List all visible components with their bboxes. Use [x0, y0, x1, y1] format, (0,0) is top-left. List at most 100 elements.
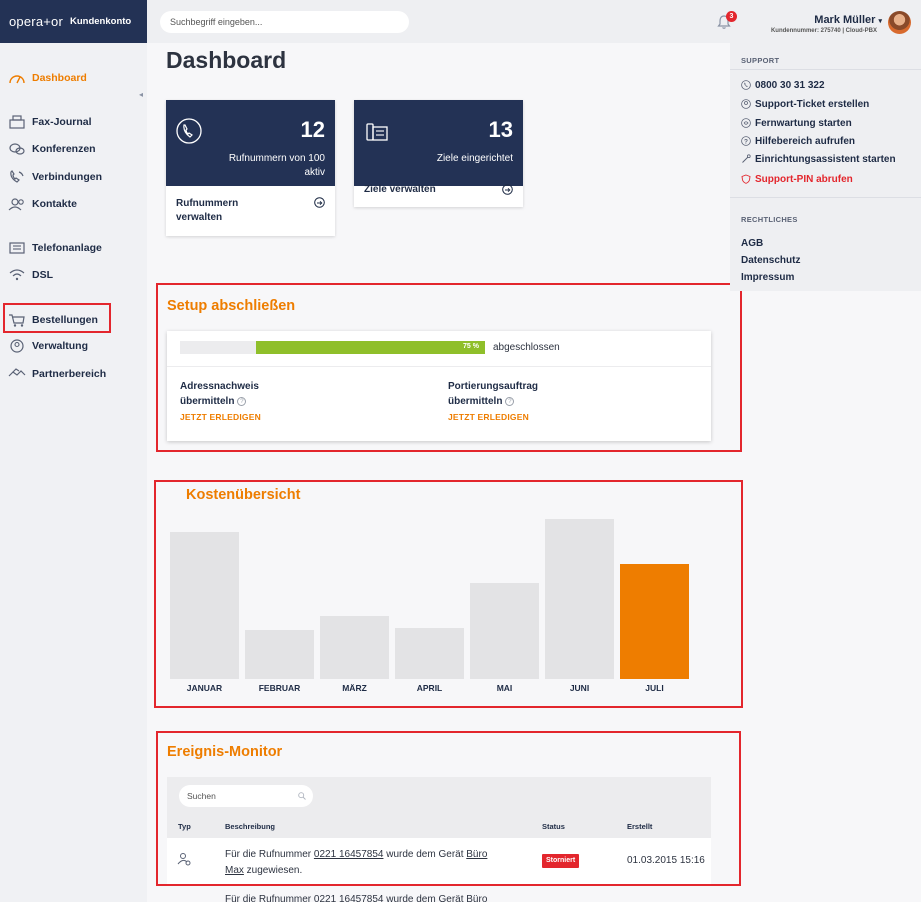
phone-system-icon: [9, 242, 25, 254]
chart-bar-april[interactable]: [395, 628, 464, 679]
setup-wizard-link[interactable]: Einrichtungsassistent starten: [741, 152, 896, 166]
sidebar-item-kontakte[interactable]: Kontakte: [8, 194, 77, 214]
cart-icon: [9, 314, 25, 327]
sidebar-item-konferenzen[interactable]: Konferenzen: [8, 139, 96, 159]
sidebar-item-label: Fax-Journal: [32, 116, 92, 128]
phone-calls-icon: [10, 170, 24, 183]
device-link[interactable]: Max: [225, 865, 244, 876]
support-heading: SUPPORT: [741, 56, 780, 65]
support-hotline[interactable]: 0800 30 31 322: [741, 78, 825, 92]
remote-maintenance-link[interactable]: Fernwartung starten: [741, 116, 852, 130]
stat-card-targets: 13 Ziele eingerichtet Ziele verwalten: [354, 100, 523, 207]
brand-subtitle: Kundenkonto: [70, 16, 132, 27]
column-header-created[interactable]: Erstellt: [627, 822, 653, 831]
desc-text: zugewiesen.: [243, 865, 303, 876]
table-row[interactable]: Für die Rufnummer 0221 16457854 wurde de…: [167, 888, 711, 902]
stat-number: 13: [488, 117, 513, 142]
chart-bar-märz[interactable]: [320, 616, 389, 679]
column-header-type[interactable]: Typ: [178, 822, 191, 831]
legal-link-agb[interactable]: AGB: [741, 238, 764, 249]
manage-numbers-link[interactable]: Rufnummern verwalten: [166, 186, 335, 236]
phone-number-link[interactable]: 0221 16457854: [313, 849, 384, 860]
sidebar-item-label: Dashboard: [32, 72, 87, 84]
task-line2: übermitteln: [180, 396, 235, 407]
support-pin-link[interactable]: Support-PIN abrufen: [741, 172, 853, 186]
stat-number: 12: [300, 117, 325, 142]
contacts-icon: [8, 198, 24, 211]
highlight-box-bestellungen: [3, 303, 111, 333]
action-line1: Rufnummern: [176, 198, 239, 209]
task-address-proof: Adressnachweis übermitteln?: [180, 379, 259, 409]
sidebar-item-bestellungen[interactable]: Bestellungen: [8, 310, 98, 330]
collapse-sidebar-icon[interactable]: ◂: [139, 90, 144, 99]
event-date: 01.03.2015 15:16: [627, 855, 705, 866]
sidebar-item-partnerbereich[interactable]: Partnerbereich: [8, 364, 106, 384]
support-item-label: 0800 30 31 322: [755, 79, 825, 91]
global-search-input[interactable]: [160, 11, 409, 33]
sidebar-item-telefonanlage[interactable]: Telefonanlage: [8, 238, 102, 258]
brand[interactable]: opera+or Kundenkonto: [0, 0, 147, 43]
legal-link-privacy[interactable]: Datenschutz: [741, 255, 801, 266]
notification-badge: 3: [726, 11, 737, 22]
help-icon[interactable]: ?: [237, 396, 247, 406]
sidebar-item-fax-journal[interactable]: Fax-Journal: [8, 112, 92, 132]
task-address-proof-action[interactable]: JETZT ERLEDIGEN: [180, 412, 261, 422]
task-line1: Portierungsauftrag: [448, 381, 539, 392]
column-header-description[interactable]: Beschreibung: [225, 822, 276, 831]
chart-tick-label: JANUAR: [186, 683, 223, 693]
divider: [167, 366, 711, 367]
setup-title: Setup abschließen: [167, 298, 296, 314]
manage-targets-link[interactable]: Ziele verwalten: [354, 184, 523, 207]
setup-progress-fill: 75 %: [256, 341, 485, 354]
progress-percent: 75 %: [463, 343, 479, 350]
column-header-status[interactable]: Status: [542, 822, 565, 831]
user-name[interactable]: Mark Müller ▾: [814, 14, 882, 26]
support-panel: SUPPORT 0800 30 31 322 Support-Ticket er…: [730, 43, 921, 291]
task-line2: übermitteln: [448, 396, 503, 407]
progress-text: abgeschlossen: [493, 342, 560, 353]
chart-bar-januar[interactable]: [170, 532, 239, 679]
chart-bar-mai[interactable]: [470, 583, 539, 679]
task-porting-order-action[interactable]: JETZT ERLEDIGEN: [448, 412, 529, 422]
action-line2: verwalten: [176, 212, 223, 223]
costs-title: Kostenübersicht: [186, 487, 301, 503]
sidebar-item-label: Verbindungen: [32, 171, 103, 183]
chart-tick-label: MAI: [496, 683, 513, 693]
help-area-link[interactable]: ? Hilfebereich aufrufen: [741, 134, 855, 148]
sidebar-item-label: Bestellungen: [32, 314, 98, 326]
device-link[interactable]: Büro: [466, 849, 488, 860]
setup-progress-bar: 75 %: [180, 341, 485, 354]
task-line1: Adressnachweis: [180, 381, 259, 392]
chart-bar-juli[interactable]: [620, 564, 689, 679]
legal-heading: RECHTLICHES: [741, 215, 798, 224]
chart-tick-label: JUNI: [569, 683, 590, 693]
help-icon: ?: [741, 136, 751, 146]
highlight-box-setup: [156, 283, 742, 452]
phone-icon: [176, 118, 202, 144]
events-search-input[interactable]: [179, 785, 313, 807]
avatar[interactable]: [888, 11, 911, 34]
phone-number-link[interactable]: 0221 16457854: [313, 894, 384, 902]
desc-text: wurde dem Gerät: [383, 849, 467, 860]
chart-bar-juni[interactable]: [545, 519, 614, 679]
sidebar-item-dsl[interactable]: DSL: [8, 265, 53, 285]
stat-card-header: 13 Ziele eingerichtet: [354, 100, 523, 186]
sidebar-item-verwaltung[interactable]: Verwaltung: [8, 336, 88, 356]
wifi-icon: [9, 269, 25, 281]
help-icon[interactable]: ?: [505, 396, 515, 406]
event-description: Für die Rufnummer 0221 16457854 wurde de…: [225, 892, 525, 902]
sidebar-item-dashboard[interactable]: Dashboard: [8, 68, 87, 88]
event-description: Für die Rufnummer 0221 16457854 wurde de…: [225, 847, 525, 879]
sidebar-item-verbindungen[interactable]: Verbindungen: [8, 167, 102, 187]
handshake-icon: [8, 368, 26, 377]
status-badge: Storniert: [542, 854, 580, 868]
legal-link-imprint[interactable]: Impressum: [741, 272, 795, 283]
sidebar-item-label: Partnerbereich: [32, 368, 107, 380]
table-row[interactable]: Für die Rufnummer 0221 16457854 wurde de…: [167, 838, 711, 884]
chat-bubbles-icon: [9, 143, 25, 155]
sidebar: ◂: [0, 43, 147, 902]
device-link[interactable]: Büro: [466, 894, 488, 902]
chart-bar-februar[interactable]: [245, 630, 314, 679]
support-ticket-link[interactable]: Support-Ticket erstellen: [741, 97, 869, 111]
chart-tick-label: JULI: [645, 683, 664, 693]
